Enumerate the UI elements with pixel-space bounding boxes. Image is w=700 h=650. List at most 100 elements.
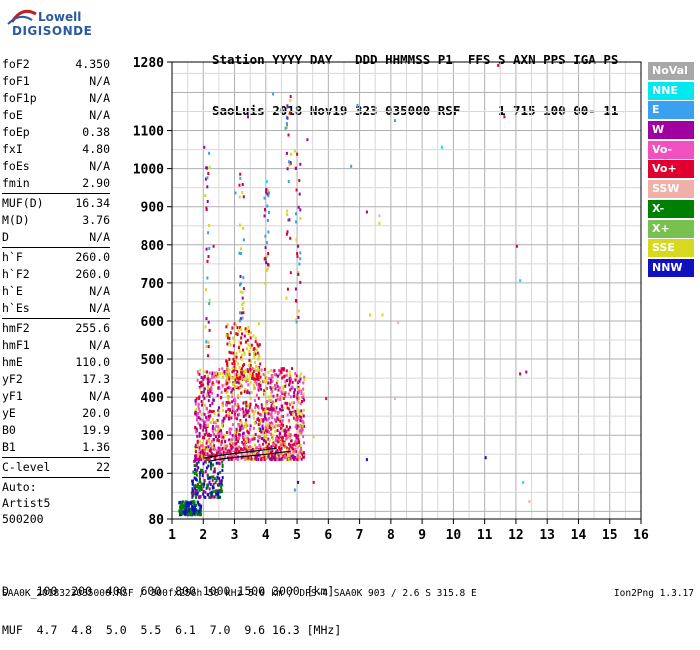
echo-point	[243, 363, 246, 367]
echo-point	[216, 393, 219, 397]
echo-point	[288, 218, 291, 222]
echo-point	[302, 392, 305, 396]
echo-point	[231, 405, 234, 409]
echo-point	[237, 429, 240, 433]
echo-point	[299, 451, 302, 455]
echo-point	[255, 393, 258, 397]
echo-point	[208, 409, 211, 413]
param-row: h`F2 260.0	[2, 266, 110, 283]
echo-point	[286, 435, 289, 439]
echo-point	[255, 364, 258, 368]
echo-point	[296, 255, 299, 259]
echo-point	[259, 419, 262, 423]
echo-point	[206, 452, 209, 456]
echo-point	[286, 379, 289, 382]
echo-point	[237, 386, 240, 390]
param-value: N/A	[89, 338, 110, 352]
echo-point	[193, 486, 196, 490]
echo-point	[233, 365, 236, 369]
echo-point	[207, 399, 210, 403]
echo-point	[394, 119, 396, 123]
echo-point	[231, 438, 234, 442]
echo-point	[202, 428, 205, 432]
echo-point	[293, 442, 296, 446]
echo-point	[306, 138, 309, 142]
echo-point	[257, 378, 260, 382]
echo-point	[265, 190, 268, 194]
echo-point	[198, 510, 201, 514]
echo-point	[378, 221, 381, 225]
echo-point	[264, 208, 266, 211]
echo-point	[217, 446, 220, 450]
echo-point	[280, 390, 283, 394]
echo-point	[191, 487, 194, 491]
echo-point	[207, 464, 210, 468]
echo-point	[219, 490, 221, 494]
echo-point	[247, 115, 249, 119]
echo-point	[284, 428, 287, 432]
param-value: 0.38	[82, 125, 110, 139]
param-value: 255.6	[75, 321, 110, 335]
echo-point	[232, 351, 235, 355]
echo-point	[240, 372, 243, 376]
echo-point	[260, 403, 263, 407]
echo-point	[196, 416, 199, 420]
echo-point	[244, 435, 247, 439]
echo-point	[228, 341, 231, 344]
echo-point	[215, 478, 218, 482]
echo-point	[299, 419, 302, 423]
echo-point	[260, 458, 263, 461]
echo-point	[212, 375, 215, 379]
echo-point	[216, 374, 219, 378]
echo-point	[267, 370, 270, 374]
echo-point	[274, 439, 277, 443]
echo-point	[272, 400, 275, 404]
echo-point	[217, 439, 220, 443]
echo-point	[268, 377, 271, 381]
echo-point	[246, 451, 249, 455]
echo-point	[273, 369, 276, 372]
echo-point	[233, 375, 236, 379]
echo-point	[288, 377, 291, 381]
echo-point	[199, 450, 202, 454]
echo-point	[224, 447, 227, 451]
echo-point	[282, 397, 285, 400]
echo-point	[200, 391, 203, 394]
echo-point	[206, 433, 209, 437]
echo-point	[356, 103, 359, 107]
echo-point	[215, 371, 218, 375]
echo-point	[210, 467, 212, 471]
echo-point	[217, 495, 220, 499]
echo-point	[211, 439, 213, 443]
echo-point	[205, 425, 208, 429]
echo-point	[203, 374, 206, 378]
echo-point	[287, 133, 290, 137]
echo-point	[266, 219, 269, 223]
echo-point	[207, 320, 210, 324]
echo-point	[198, 487, 201, 491]
echo-point	[297, 244, 300, 248]
echo-point	[275, 436, 278, 440]
echo-point	[288, 374, 291, 377]
echo-point	[222, 450, 225, 454]
echo-point	[190, 500, 193, 504]
echo-point	[233, 386, 236, 390]
echo-point	[275, 373, 278, 377]
echo-point	[200, 384, 203, 388]
echo-point	[268, 439, 271, 443]
echo-point	[200, 458, 203, 462]
param-key: C-level	[2, 460, 51, 474]
echo-point	[261, 451, 264, 455]
echo-point	[519, 372, 522, 376]
legend-entry: Vo-	[648, 140, 694, 159]
echo-point	[227, 458, 230, 461]
echo-point	[254, 451, 257, 455]
echo-point	[258, 353, 261, 357]
echo-point	[284, 391, 287, 395]
echo-point	[301, 452, 304, 456]
param-separator	[2, 193, 110, 194]
echo-point	[206, 448, 209, 451]
echo-point	[208, 440, 211, 443]
echo-point	[290, 439, 293, 443]
echo-point	[213, 438, 215, 442]
